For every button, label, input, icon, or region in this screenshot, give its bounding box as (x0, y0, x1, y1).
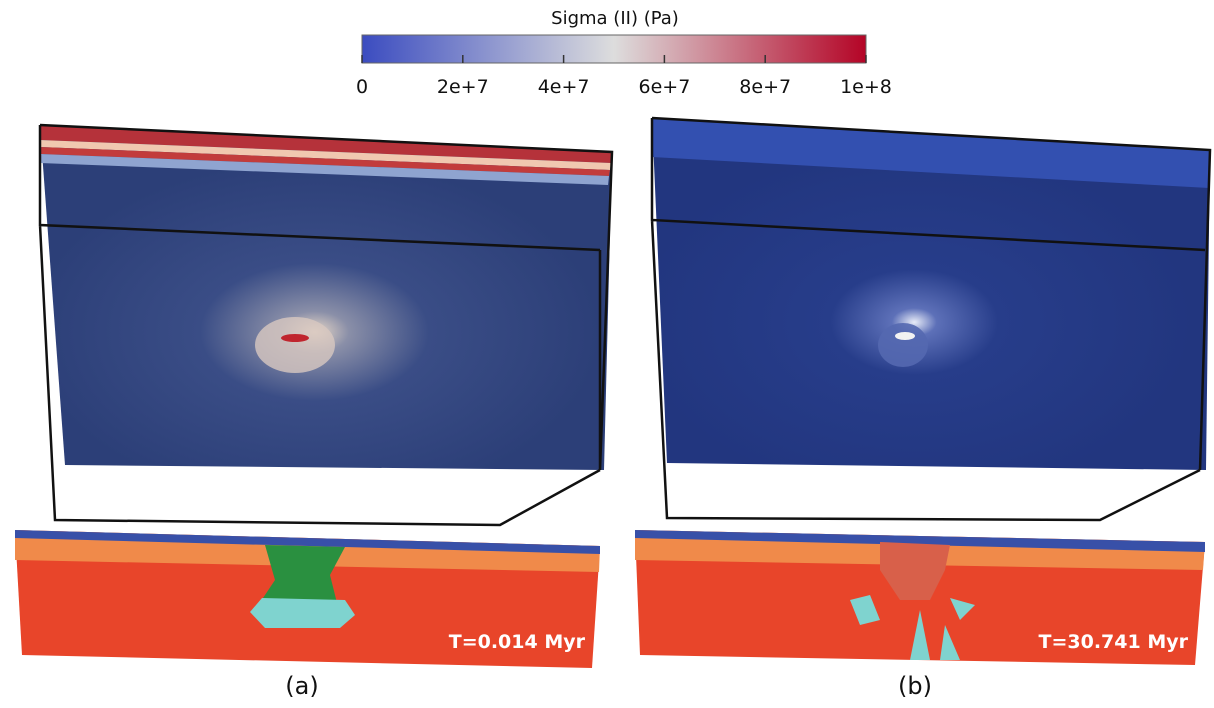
tick-label: 1e+8 (840, 76, 892, 98)
tick-label: 4e+7 (538, 76, 590, 98)
time-label: T=0.014 Myr (449, 631, 586, 653)
stress-plane (40, 125, 612, 470)
stress-plane (652, 118, 1210, 470)
colorbar (361, 34, 867, 64)
panel-a: T=0.014 Myr (a) (15, 123, 614, 700)
tick-label: 0 (356, 76, 368, 98)
colorbar-title: Sigma (II) (Pa) (551, 8, 679, 29)
panel-b: T=30.741 Myr (b) (635, 116, 1212, 700)
panel-label: (b) (898, 672, 932, 700)
tick-label: 8e+7 (739, 76, 791, 98)
panel-label: (a) (285, 672, 318, 700)
tick-label: 2e+7 (437, 76, 489, 98)
time-label: T=30.741 Myr (1039, 631, 1189, 653)
tick-label: 6e+7 (639, 76, 691, 98)
